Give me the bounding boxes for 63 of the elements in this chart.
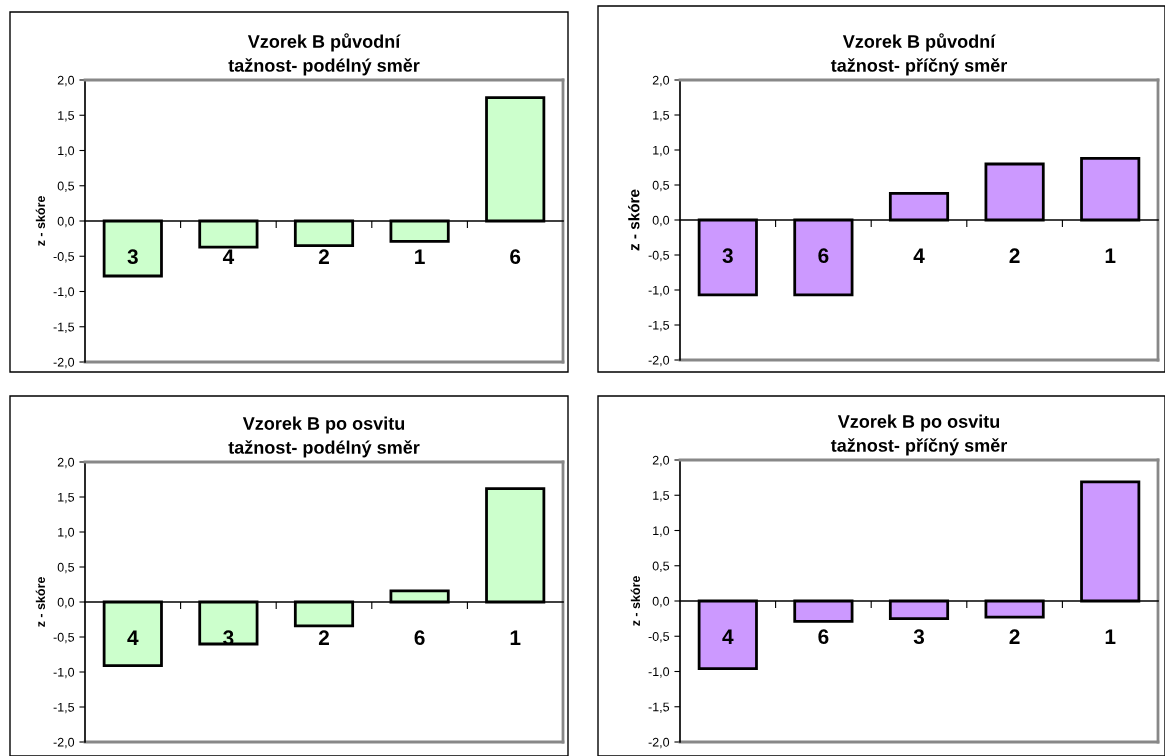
x-tick-label: 6 [818, 629, 829, 645]
y-axis-title: z - skóre [628, 189, 640, 251]
x-tick-label: 3 [127, 249, 138, 265]
y-tick-label: -1,0 [648, 285, 670, 297]
y-tick-label: 0,5 [652, 561, 670, 572]
y-tick-label: 0,0 [652, 215, 670, 227]
chart-title: Vzorek B původní tažnost- příčný směr [830, 33, 1008, 76]
y-tick-label: -0,5 [53, 252, 75, 263]
y-tick-label: 2,0 [57, 457, 75, 469]
y-axis-title: z - skóre [35, 577, 46, 627]
y-axis-title: z - skóre [35, 196, 46, 246]
y-tick-label: -1,5 [648, 320, 670, 332]
x-tick-label: 2 [1009, 629, 1020, 644]
x-tick-label: 4 [222, 249, 235, 264]
y-tick-label: 1,5 [58, 492, 75, 504]
x-tick-label: 6 [510, 249, 521, 265]
y-tick-label: 2,0 [57, 75, 75, 87]
x-tick-label: 1 [510, 630, 521, 645]
x-tick-label: 4 [722, 629, 734, 644]
x-tick-label: 6 [818, 248, 829, 264]
y-tick-label: 0,0 [652, 596, 670, 608]
x-tick-label: 6 [414, 630, 425, 646]
y-tick-label: 0,0 [57, 216, 75, 228]
chart-title: Vzorek B po osvitu tažnost- podélný směr [228, 416, 420, 458]
y-tick-label: 1,5 [653, 491, 670, 502]
x-tick-label: 1 [1105, 629, 1116, 644]
y-tick-label: 0,5 [652, 180, 670, 192]
y-tick-label: 2,0 [652, 455, 670, 467]
x-tick-label: 4 [127, 630, 139, 645]
y-tick-label: -1,0 [53, 667, 75, 679]
y-tick-label: 1,5 [653, 110, 670, 122]
y-tick-label: -1,0 [648, 667, 670, 678]
y-tick-label: -2,0 [53, 357, 75, 369]
x-tick-label: 3 [913, 629, 925, 645]
chart-title: Vzorek B po osvitu tažnost- příčný směr [830, 414, 1008, 456]
x-tick-label: 2 [318, 630, 329, 645]
y-tick-label: 1,0 [653, 526, 670, 537]
y-tick-label: -2,0 [648, 355, 670, 367]
y-tick-label: 1,0 [58, 146, 75, 157]
y-tick-label: -1,5 [53, 322, 75, 333]
x-tick-label: 1 [1105, 248, 1116, 263]
y-tick-label: -2,0 [648, 737, 670, 749]
chart-title: Vzorek B původní tažnost- podélný směr [228, 33, 420, 76]
y-tick-label: -0,5 [648, 632, 670, 643]
y-tick-label: -2,0 [53, 737, 75, 749]
y-tick-label: -1,5 [648, 702, 670, 713]
x-tick-label: 3 [722, 248, 733, 264]
x-tick-label: 4 [913, 248, 925, 263]
y-tick-label: 2,0 [652, 75, 670, 87]
y-axis-title: z - skóre [630, 576, 641, 626]
y-tick-label: 0,0 [57, 597, 75, 609]
x-tick-label: 1 [415, 249, 425, 264]
y-tick-label: 1,0 [653, 145, 670, 157]
y-tick-label: 0,5 [57, 562, 75, 574]
x-tick-label: 2 [1009, 248, 1020, 263]
y-tick-label: -0,5 [648, 250, 670, 262]
y-tick-label: 1,5 [58, 111, 75, 122]
y-tick-label: -0,5 [53, 632, 75, 644]
x-tick-label: 2 [318, 249, 329, 264]
y-tick-label: -1,5 [53, 702, 75, 714]
y-tick-label: 1,0 [58, 527, 75, 539]
y-tick-label: -1,0 [53, 287, 75, 298]
y-tick-label: 0,5 [57, 181, 75, 192]
